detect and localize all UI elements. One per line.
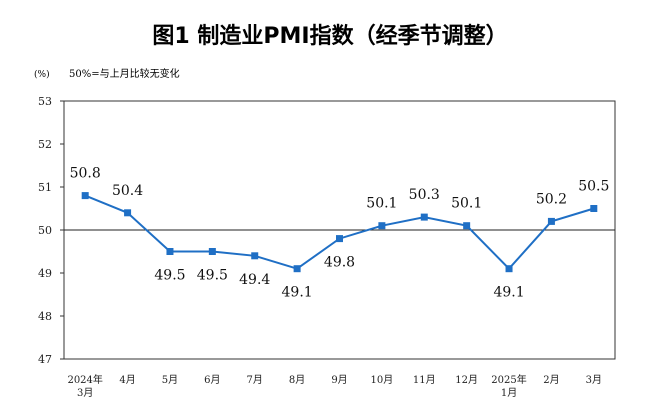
data-point — [463, 222, 471, 230]
y-tick-label: 49 — [38, 267, 52, 280]
data-point — [378, 222, 386, 230]
y-tick-label: 48 — [38, 310, 52, 323]
data-label: 49.5 — [154, 268, 185, 284]
data-label: 50.5 — [578, 179, 609, 195]
x-tick-label: 5月 — [162, 374, 178, 386]
x-tick-label: 2025年 — [491, 373, 526, 386]
y-tick-label: 47 — [38, 353, 52, 366]
data-label: 49.8 — [324, 255, 355, 271]
y-tick-label: 52 — [38, 138, 52, 151]
data-point — [208, 248, 216, 255]
x-tick-label: 3月 — [586, 374, 602, 386]
x-tick-label: 2024年 — [67, 373, 102, 386]
data-point — [124, 209, 132, 217]
y-tick-label: 51 — [38, 181, 52, 194]
data-label: 50.2 — [536, 191, 567, 207]
x-tick-label: 9月 — [331, 374, 347, 386]
data-point — [547, 217, 555, 225]
x-tick-label: 3月 — [77, 387, 93, 399]
x-tick-label: 4月 — [119, 374, 135, 386]
data-label: 50.1 — [366, 196, 397, 212]
chart-title: 图1 制造业PMI指数（经季节调整） — [152, 23, 507, 49]
data-point — [166, 248, 174, 255]
data-point — [505, 265, 513, 273]
data-label: 50.1 — [451, 196, 482, 212]
y-tick-label: 50 — [38, 224, 52, 237]
data-label: 50.3 — [409, 187, 440, 203]
data-point — [336, 235, 343, 243]
x-tick-label: 2月 — [543, 374, 559, 386]
data-point — [251, 252, 259, 260]
x-tick-label: 11月 — [413, 374, 436, 386]
data-label: 49.1 — [282, 285, 313, 301]
data-label: 50.8 — [70, 166, 101, 182]
data-point — [420, 213, 428, 221]
y-tick-label: 53 — [38, 95, 52, 108]
data-label: 49.1 — [493, 285, 524, 301]
data-label: 50.4 — [112, 183, 143, 199]
data-point — [590, 205, 598, 212]
x-tick-label: 12月 — [455, 374, 478, 386]
x-tick-label: 10月 — [371, 374, 394, 386]
data-point — [293, 265, 301, 273]
data-label: 49.4 — [239, 272, 270, 288]
x-tick-label: 7月 — [247, 374, 263, 386]
data-point — [81, 192, 89, 200]
x-tick-label: 1月 — [501, 387, 517, 399]
y-unit-label: (%) — [34, 69, 50, 80]
data-label: 49.5 — [197, 268, 228, 284]
reference-note: 50%=与上月比较无变化 — [69, 67, 180, 80]
x-tick-label: 6月 — [204, 374, 220, 386]
x-tick-label: 8月 — [289, 374, 305, 386]
